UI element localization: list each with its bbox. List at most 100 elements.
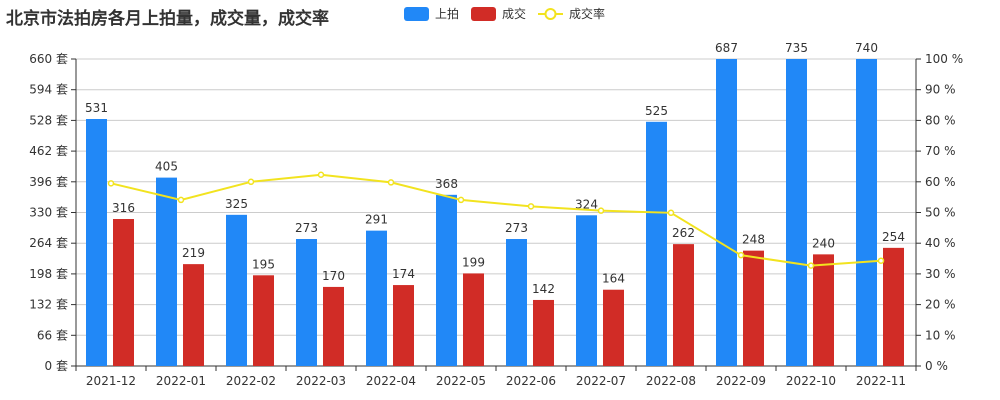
rate-point	[387, 179, 395, 186]
y-right-tick-label: 100 %	[925, 52, 963, 66]
legend-label: 成交率	[569, 7, 606, 21]
y-left-tick-label: 594 套	[29, 83, 68, 97]
bar-sold	[533, 299, 554, 366]
x-tick-label: 2022-01	[156, 374, 206, 388]
data-label: 525	[645, 104, 668, 118]
bar-listed	[576, 215, 597, 366]
y-left-tick-label: 660 套	[29, 52, 68, 66]
data-label: 254	[882, 230, 905, 244]
rate-point	[737, 251, 745, 259]
legend-item-listed[interactable]: 上拍	[404, 5, 459, 22]
y-left-tick-label: 132 套	[29, 298, 68, 312]
data-label: 405	[155, 160, 178, 174]
y-right-tick-label: 40 %	[925, 236, 956, 250]
bar-sold	[883, 247, 904, 366]
rate-point	[667, 209, 675, 217]
y-right-tick-label: 60 %	[925, 175, 956, 189]
rate-point	[877, 257, 885, 264]
legend-label: 成交	[502, 7, 527, 21]
bar-sold	[113, 219, 134, 366]
data-label: 142	[532, 282, 555, 296]
legend-swatch	[404, 6, 429, 21]
rate-point	[457, 196, 465, 204]
bar-listed	[86, 119, 107, 366]
data-label: 273	[295, 221, 318, 235]
x-tick-label: 2022-05	[436, 374, 486, 388]
rate-point	[317, 171, 325, 178]
bar-listed	[296, 239, 317, 366]
y-right-tick-label: 30 %	[925, 267, 956, 281]
data-label: 273	[505, 221, 528, 235]
data-label: 262	[672, 226, 695, 240]
bar-listed	[716, 59, 737, 366]
data-label: 199	[462, 255, 485, 269]
bar-listed	[856, 59, 877, 366]
x-tick-label: 2022-10	[786, 374, 836, 388]
legend-label: 上拍	[435, 7, 460, 21]
rate-point	[107, 180, 115, 187]
data-label: 219	[182, 246, 205, 260]
y-left-tick-label: 396 套	[29, 175, 68, 189]
chart-title: 北京市法拍房各月上拍量，成交量，成交率	[6, 9, 329, 29]
bar-sold	[463, 273, 484, 366]
y-left-tick-label: 528 套	[29, 113, 68, 127]
x-tick-label: 2022-07	[576, 374, 626, 388]
data-label: 325	[225, 197, 248, 211]
rate-line	[110, 173, 882, 267]
bar-sold	[603, 289, 624, 366]
legend-item-sold[interactable]: 成交	[471, 5, 526, 22]
y-left-tick-label: 330 套	[29, 206, 68, 220]
rate-point	[527, 203, 535, 210]
data-label: 170	[322, 269, 345, 283]
rate-point	[597, 207, 605, 214]
data-label: 324	[575, 197, 598, 211]
data-label: 240	[812, 236, 835, 250]
y-right-tick-label: 0 %	[925, 359, 948, 373]
x-tick-label: 2022-09	[716, 374, 766, 388]
legend-item-rate[interactable]: 成交率	[538, 5, 605, 22]
legend-swatch	[471, 6, 497, 21]
x-tick-label: 2022-11	[856, 374, 906, 388]
data-label: 368	[435, 177, 458, 191]
x-tick-label: 2021-12	[86, 374, 136, 388]
y-right-tick-label: 90 %	[925, 83, 956, 97]
bar-sold	[323, 286, 344, 366]
bar-listed	[226, 214, 247, 366]
bar-sold	[253, 275, 274, 366]
y-right-tick-label: 20 %	[925, 298, 956, 312]
y-right-tick-label: 80 %	[925, 113, 956, 127]
y-right-tick-label: 10 %	[925, 328, 956, 342]
bar-listed	[506, 239, 527, 366]
y-right-tick-label: 70 %	[925, 144, 956, 158]
y-left-tick-label: 198 套	[29, 267, 68, 281]
data-label: 195	[252, 257, 275, 271]
legend-line-icon	[538, 7, 564, 20]
bar-listed	[436, 194, 457, 366]
bar-sold	[393, 285, 414, 366]
x-tick-label: 2022-08	[646, 374, 696, 388]
x-tick-label: 2022-06	[506, 374, 556, 388]
data-label: 531	[85, 101, 108, 115]
rate-point	[807, 262, 815, 269]
bar-sold	[673, 244, 694, 366]
y-left-tick-label: 0 套	[45, 359, 68, 373]
y-left-tick-label: 264 套	[29, 236, 68, 250]
rate-point	[247, 178, 255, 186]
data-label: 316	[112, 201, 135, 215]
x-tick-label: 2022-04	[366, 374, 416, 388]
bar-sold	[743, 250, 764, 366]
rate-point	[177, 196, 185, 204]
x-tick-label: 2022-02	[226, 374, 276, 388]
legend: 上拍 成交 成交率	[404, 5, 617, 22]
bar-listed	[366, 230, 387, 366]
bar-sold	[183, 264, 204, 366]
y-right-tick-label: 50 %	[925, 206, 956, 220]
data-label: 740	[855, 41, 878, 55]
bar-listed	[786, 59, 807, 366]
data-label: 164	[602, 272, 625, 286]
data-label: 174	[392, 267, 415, 281]
bar-listed	[646, 121, 667, 366]
y-left-tick-label: 462 套	[29, 144, 68, 158]
bar-listed	[156, 177, 177, 366]
